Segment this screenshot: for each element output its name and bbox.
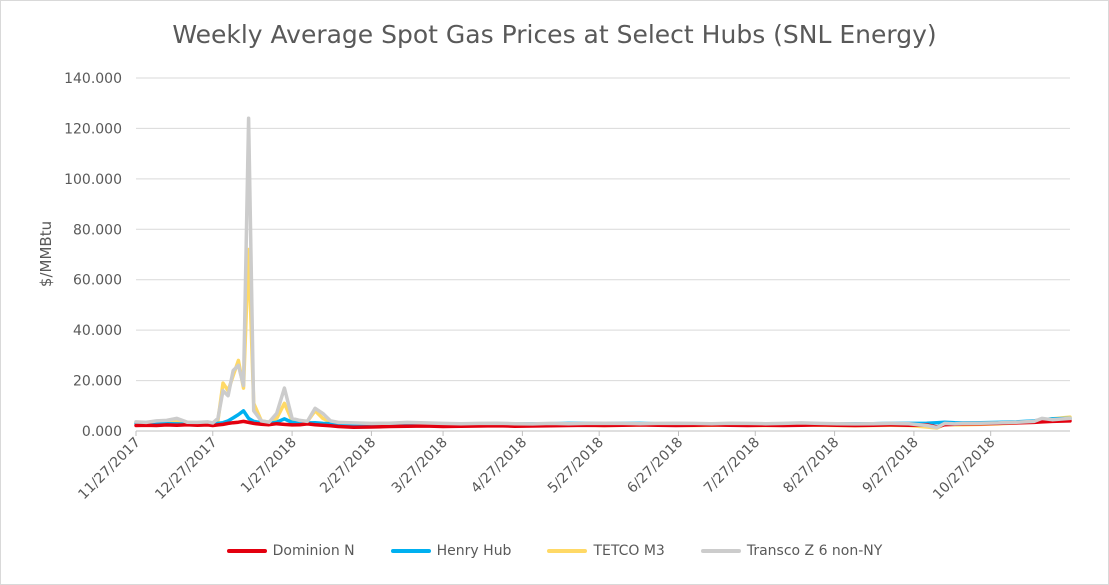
- y-tick-label: 20.000: [73, 374, 122, 390]
- y-tick-label: 40.000: [73, 323, 122, 339]
- y-tick-label: 60.000: [73, 273, 122, 289]
- x-tick-label: 7/27/2018: [701, 435, 763, 497]
- y-tick-label: 120.000: [64, 121, 122, 137]
- y-axis-title: $/MMBtu: [37, 221, 55, 287]
- y-tick-label: 100.000: [64, 172, 122, 188]
- legend-item: TETCO M3: [547, 543, 665, 559]
- legend-label: Dominion N: [272, 543, 355, 559]
- legend: Dominion N Henry Hub TETCO M3 Transco Z 6 n…: [0, 543, 1109, 559]
- series-line-transco-z-6-non-ny: [134, 116, 1072, 430]
- y-tick-label: 0.000: [82, 424, 122, 440]
- legend-swatch: [226, 549, 267, 553]
- legend-item: Transco Z 6 non-NY: [700, 543, 883, 559]
- x-tick-label: 4/27/2018: [468, 435, 530, 497]
- x-tick-label: 9/27/2018: [860, 435, 922, 497]
- x-tick-label: 12/27/2017: [152, 435, 220, 503]
- x-tick-label: 6/27/2018: [624, 435, 686, 497]
- legend-swatch: [390, 549, 431, 553]
- x-tick-label: 1/27/2018: [238, 435, 300, 497]
- legend-item: Henry Hub: [390, 543, 512, 559]
- legend-swatch: [547, 549, 588, 553]
- x-tick-label: 2/27/2018: [317, 435, 379, 497]
- y-axis-ticks: 0.000 20.000 40.000 60.000 80.000 100.000 120.…: [64, 71, 122, 440]
- legend-label: Henry Hub: [436, 543, 512, 559]
- series-lines: [134, 116, 1072, 430]
- x-tick-label: 11/27/2017: [75, 435, 143, 503]
- legend-item: Dominion N: [226, 543, 355, 559]
- x-tick-label: 8/27/2018: [780, 435, 842, 497]
- gridlines: [136, 77, 1070, 432]
- x-tick-label: 10/27/2018: [930, 435, 998, 503]
- chart-title: Weekly Average Spot Gas Prices at Select…: [172, 20, 937, 49]
- x-axis-ticks: 11/27/2017 12/27/2017 1/27/2018 2/27/2018 3/…: [75, 431, 999, 503]
- y-tick-label: 140.000: [64, 71, 122, 87]
- y-tick-label: 80.000: [73, 222, 122, 238]
- series-line-tetco-m3: [134, 247, 1072, 430]
- x-tick-label: 3/27/2018: [389, 435, 451, 497]
- legend-label: Transco Z 6 non-NY: [746, 543, 883, 559]
- legend-label: TETCO M3: [593, 543, 665, 559]
- x-tick-label: 5/27/2018: [545, 435, 607, 497]
- legend-swatch: [700, 549, 741, 553]
